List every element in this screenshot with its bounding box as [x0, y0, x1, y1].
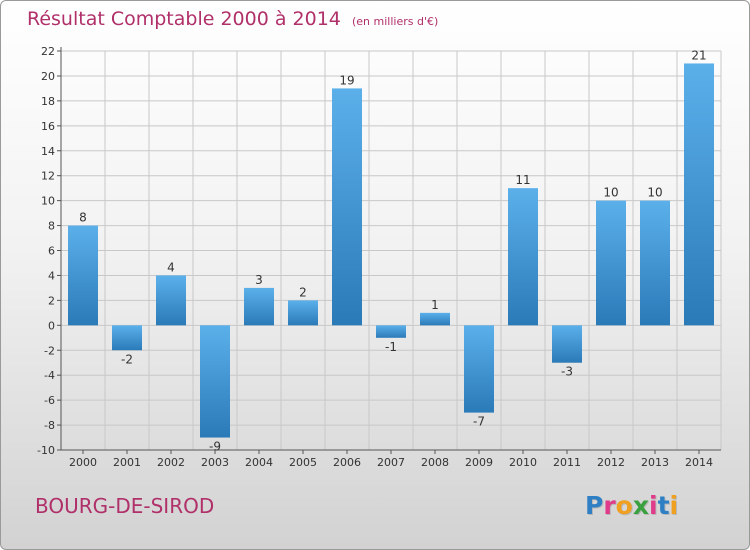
- x-tick-label: 2008: [421, 456, 449, 469]
- x-tick-label: 2010: [509, 456, 537, 469]
- logo-letter: P: [585, 491, 604, 520]
- y-tick-label: 14: [41, 145, 55, 158]
- x-tick-label: 2001: [113, 456, 141, 469]
- y-tick-label: 4: [48, 269, 55, 282]
- bar-2012: [596, 200, 626, 326]
- data-label-2012: 10: [603, 186, 618, 200]
- bar-2001: [112, 325, 142, 351]
- logo-letter: i: [649, 491, 658, 520]
- data-label-2008: 1: [431, 298, 439, 312]
- y-tick-label: 0: [48, 319, 55, 332]
- data-label-2006: 19: [339, 73, 354, 87]
- y-tick-label: -6: [44, 394, 55, 407]
- bar-2013: [640, 200, 670, 326]
- y-tick-label: 22: [41, 45, 55, 58]
- y-tick-label: -10: [37, 444, 55, 457]
- x-tick-label: 2003: [201, 456, 229, 469]
- chart-title-main: Résultat Comptable 2000 à 2014: [27, 8, 341, 30]
- bar-2010: [508, 188, 538, 326]
- bar-2008: [420, 312, 450, 326]
- bar-2007: [376, 325, 406, 338]
- data-label-2011: -3: [561, 365, 573, 379]
- x-tick-label: 2009: [465, 456, 493, 469]
- bar-2011: [552, 325, 582, 363]
- data-label-2009: -7: [473, 415, 485, 429]
- x-tick-label: 2014: [685, 456, 713, 469]
- bar-2000: [68, 225, 98, 326]
- data-label-2010: 11: [515, 173, 530, 187]
- data-label-2005: 2: [299, 285, 307, 299]
- x-tick-label: 2005: [289, 456, 317, 469]
- data-label-2014: 21: [691, 48, 706, 62]
- bar-2002: [156, 275, 186, 326]
- data-label-2003: -9: [209, 440, 221, 454]
- logo-letter: t: [657, 491, 670, 520]
- chart-subtitle: (en milliers d'€): [351, 15, 439, 28]
- y-tick-label: 18: [41, 95, 55, 108]
- y-tick-label: 12: [41, 170, 55, 183]
- logo-letter: i: [669, 491, 679, 520]
- y-tick-label: 20: [41, 70, 55, 83]
- x-tick-label: 2012: [597, 456, 625, 469]
- bar-2009: [464, 325, 494, 413]
- data-label-2002: 4: [167, 260, 175, 274]
- x-tick-label: 2002: [157, 456, 185, 469]
- y-tick-label: 6: [48, 245, 55, 258]
- y-tick-label: 10: [41, 195, 55, 208]
- y-tick-label: -4: [44, 369, 55, 382]
- x-tick-label: 2004: [245, 456, 273, 469]
- proxiti-logo: Proxiti: [585, 491, 678, 520]
- data-labels: 8 -2 4 -9 3 2 19 -1 1 -7 11 -3 10 10 21: [79, 48, 706, 453]
- chart-title: Résultat Comptable 2000 à 2014 (en milli…: [27, 8, 438, 30]
- x-tick-label: 2013: [641, 456, 669, 469]
- bar-2003: [200, 325, 230, 438]
- y-tick-label: -2: [44, 344, 55, 357]
- x-tick-label: 2006: [333, 456, 361, 469]
- data-label-2013: 10: [647, 186, 662, 200]
- x-tick-label: 2000: [69, 456, 97, 469]
- logo-letter: r: [603, 491, 616, 520]
- bar-2005: [288, 300, 318, 326]
- logo-letter: o: [615, 491, 633, 520]
- data-label-2004: 3: [255, 273, 263, 287]
- data-label-2000: 8: [79, 211, 87, 225]
- bars: [68, 63, 714, 438]
- y-tick-label: -8: [44, 419, 55, 432]
- bar-2006: [332, 88, 362, 326]
- y-tick-label: 2: [48, 294, 55, 307]
- x-tick-label: 2007: [377, 456, 405, 469]
- logo-letter: x: [632, 491, 649, 520]
- data-label-2001: -2: [121, 352, 133, 366]
- x-tick-label: 2011: [553, 456, 581, 469]
- y-tick-label: 16: [41, 120, 55, 133]
- commune-name: BOURG-DE-SIROD: [35, 494, 215, 518]
- bar-2004: [244, 287, 274, 326]
- bar-2014: [684, 63, 714, 326]
- y-tick-label: 8: [48, 220, 55, 233]
- data-label-2007: -1: [385, 340, 397, 354]
